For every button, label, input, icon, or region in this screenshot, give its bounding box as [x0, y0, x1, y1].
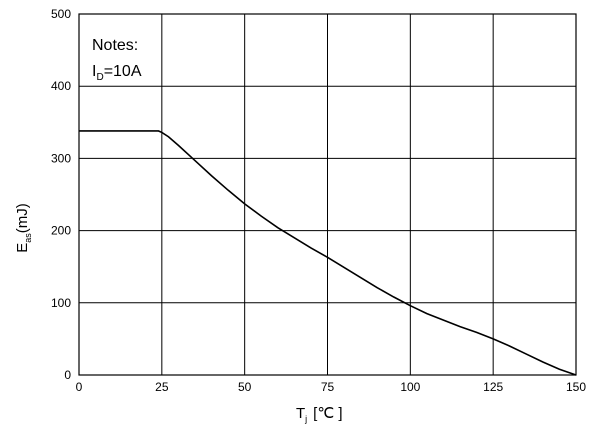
y-tick-label: 400	[51, 79, 71, 93]
y-axis-label-unit: (mJ)	[14, 203, 31, 233]
y-tick-label: 200	[51, 224, 71, 238]
y-tick-label: 100	[51, 296, 71, 310]
y-axis-label-main: E	[14, 243, 31, 253]
x-tick-label: 0	[76, 380, 83, 394]
notes-line-value: =10A	[104, 63, 142, 80]
y-tick-label: 0	[64, 368, 71, 382]
x-tick-labels: 0 25 50 75 100 125 150	[76, 380, 587, 394]
x-tick-label: 50	[238, 380, 252, 394]
y-axis-label: Eas(mJ)	[14, 203, 33, 253]
x-axis-label: Tj [℃ ]	[296, 405, 343, 424]
x-axis-label-sub: j	[304, 414, 307, 424]
notes-line-sub: D	[96, 72, 103, 83]
x-tick-label: 25	[155, 380, 169, 394]
grid	[78, 13, 577, 376]
x-axis-label-unit: [℃ ]	[313, 405, 342, 422]
x-tick-label: 75	[321, 380, 335, 394]
notes-title: Notes:	[92, 37, 138, 54]
series-line-eas	[79, 130, 577, 376]
x-tick-label: 150	[566, 380, 586, 394]
x-tick-label: 125	[483, 380, 503, 394]
y-tick-label: 300	[51, 151, 71, 165]
y-tick-label: 500	[51, 7, 71, 21]
x-axis-label-main: T	[296, 405, 305, 422]
notes-line: ID=10A	[92, 63, 142, 83]
x-tick-label: 100	[400, 380, 420, 394]
notes-line-main: I	[92, 63, 96, 80]
y-axis-label-sub: as	[23, 233, 33, 243]
y-tick-labels: 0 100 200 300 400 500	[51, 7, 71, 382]
plot-frame	[78, 13, 577, 376]
